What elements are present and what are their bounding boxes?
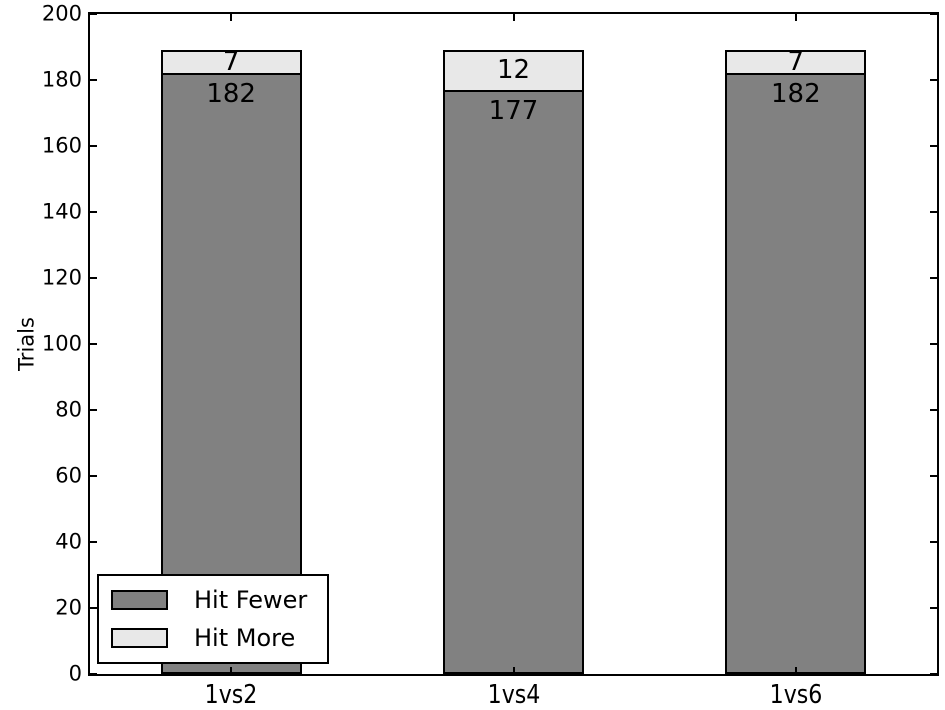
y-tick-left [90, 409, 97, 411]
y-tick-right [930, 607, 937, 609]
y-tick-label: 20 [55, 595, 82, 620]
y-tick-right [930, 343, 937, 345]
bar-value-label: 177 [488, 95, 539, 126]
bar-value-label: 7 [222, 46, 240, 77]
y-tick-label: 100 [41, 331, 82, 356]
y-tick-right [930, 277, 937, 279]
y-tick-right [930, 211, 937, 213]
y-tick-left [90, 541, 97, 543]
bar-value-label: 182 [206, 79, 256, 110]
y-tick-label: 80 [55, 397, 82, 422]
y-tick-left [90, 211, 97, 213]
bar-segment-hit-fewer-1vs6 [725, 73, 867, 674]
x-tick-bottom [512, 667, 515, 674]
y-tick-left [90, 277, 97, 279]
bar-segment-hit-more-1vs4 [443, 50, 584, 92]
y-tick-left [90, 145, 97, 147]
x-tick-bottom [794, 667, 797, 674]
y-tick-right [930, 409, 937, 411]
legend-swatch-hit-more [111, 628, 168, 648]
bar-segment-hit-more-1vs2 [160, 50, 302, 76]
x-tick-top [230, 14, 233, 21]
y-tick-left [90, 79, 97, 81]
y-tick-label: 60 [55, 463, 82, 488]
legend: Hit Fewer Hit More [97, 574, 329, 664]
bar-value-label: 12 [496, 55, 531, 86]
y-tick-right [930, 475, 937, 477]
bar-segment-hit-fewer-1vs4 [443, 89, 584, 674]
y-tick-left [90, 13, 97, 15]
x-tick-bottom [230, 667, 233, 674]
y-tick-label: 140 [41, 199, 82, 224]
y-tick-left [90, 607, 97, 609]
x-tick-label-1vs6: 1vs6 [769, 680, 823, 710]
y-tick-label: 200 [41, 1, 82, 26]
bar-segment-hit-more-1vs6 [725, 50, 867, 76]
y-tick-right [930, 673, 937, 675]
x-tick-label-1vs4: 1vs4 [487, 680, 540, 710]
legend-label: Hit Fewer [194, 586, 308, 614]
y-tick-label: 160 [41, 133, 82, 158]
y-tick-left [90, 475, 97, 477]
legend-swatch-hit-fewer [111, 590, 168, 610]
bar-value-label: 182 [771, 79, 821, 110]
y-tick-left [90, 673, 97, 675]
bar-value-label: 7 [787, 46, 805, 77]
y-tick-right [930, 13, 937, 15]
x-tick-top [512, 14, 515, 21]
y-tick-label: 40 [55, 529, 82, 554]
bar-segment-hit-fewer-1vs2 [160, 73, 302, 674]
y-tick-label: 180 [41, 67, 82, 92]
x-tick-top [794, 14, 797, 21]
x-tick-label-1vs2: 1vs2 [204, 680, 258, 710]
legend-row-hit-fewer: Hit Fewer [111, 588, 315, 612]
y-tick-label: 120 [41, 265, 82, 290]
legend-row-hit-more: Hit More [111, 626, 315, 650]
y-tick-right [930, 145, 937, 147]
y-tick-right [930, 79, 937, 81]
legend-label: Hit More [194, 624, 296, 652]
y-tick-label: 0 [68, 661, 82, 686]
y-tick-right [930, 541, 937, 543]
y-tick-left [90, 343, 97, 345]
